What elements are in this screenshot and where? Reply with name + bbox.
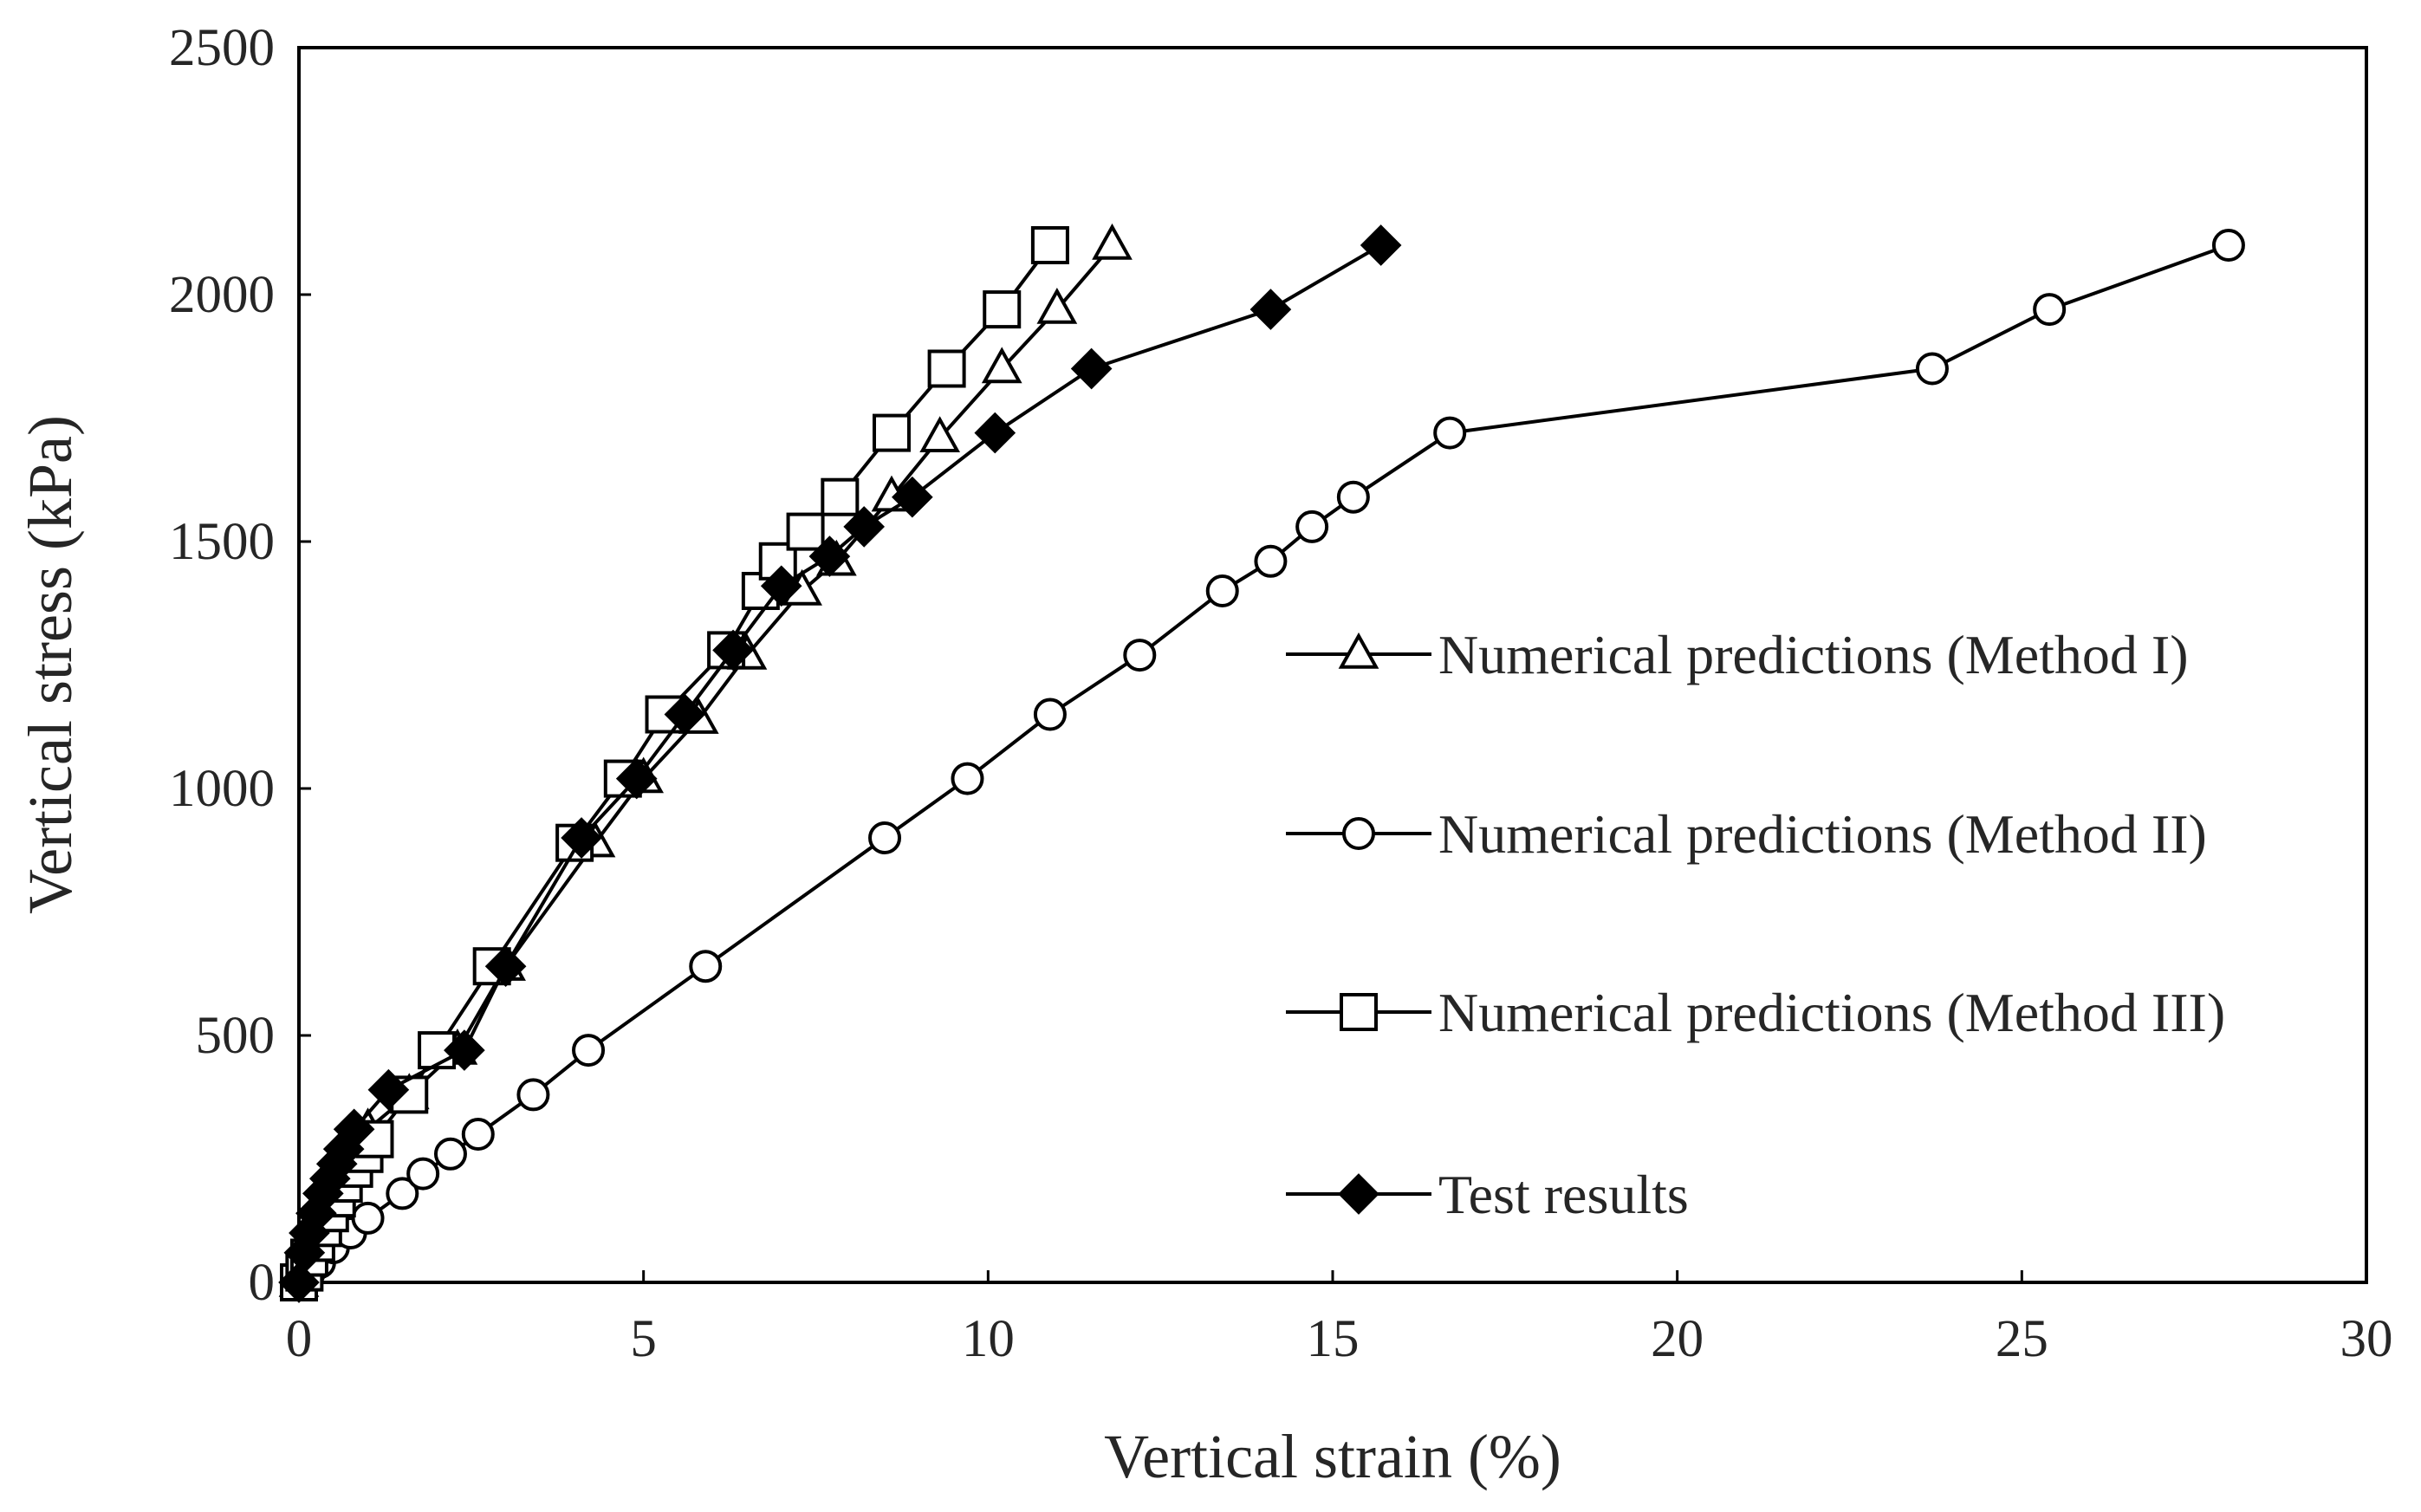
data-point [1360, 224, 1402, 266]
y-axis-ticks: 0 500 1000 1500 2000 2500 [169, 19, 311, 1312]
data-point [1070, 347, 1113, 390]
data-point [333, 1108, 375, 1151]
data-point [983, 290, 1022, 329]
series-line [297, 243, 2230, 1284]
data-point [561, 817, 602, 859]
data-point [1249, 289, 1292, 330]
data-point [872, 413, 911, 452]
data-point [919, 416, 961, 452]
data-point [808, 535, 851, 577]
series-line [297, 243, 1052, 1283]
series-3 [280, 226, 1069, 1301]
legend-marker [1342, 817, 1375, 850]
data-point [892, 476, 933, 518]
series-1 [278, 223, 1133, 1297]
y-tick-label: 500 [196, 1007, 276, 1065]
data-point [1030, 226, 1069, 264]
legend-label: Numerical predictions (Method II) [1438, 803, 2207, 865]
legend-item: Test results [1286, 1164, 1689, 1225]
data-point [516, 1078, 550, 1112]
series-line [297, 243, 1382, 1283]
data-point [444, 1029, 485, 1071]
x-tick-label: 20 [1651, 1310, 1704, 1368]
series-4 [278, 224, 1402, 1303]
x-tick-label: 15 [1307, 1310, 1360, 1368]
data-point [2211, 229, 2245, 262]
data-point [1033, 698, 1067, 731]
legend-item: Numerical predictions (Method III) [1286, 982, 2225, 1043]
data-point [1254, 544, 1288, 578]
data-point [786, 512, 825, 551]
legend-item: Numerical predictions (Method I) [1286, 624, 2189, 685]
data-point [1915, 352, 1949, 386]
y-axis-label: Vertical stress (kPa) [16, 415, 85, 914]
legend-marker [1338, 1173, 1379, 1215]
x-axis-ticks: 0 5 10 15 20 25 30 [286, 1270, 2393, 1368]
series-line [297, 243, 1114, 1283]
data-point [1433, 416, 1467, 450]
data-point [821, 477, 860, 516]
legend-marker [1340, 993, 1378, 1031]
x-tick-label: 5 [630, 1310, 657, 1368]
data-point [386, 1177, 419, 1210]
data-point [1123, 639, 1157, 672]
series-2 [282, 229, 2245, 1299]
data-point [1336, 480, 1370, 514]
data-point [1205, 574, 1239, 607]
data-point [572, 1034, 606, 1067]
legend-item: Numerical predictions (Method II) [1286, 803, 2207, 865]
data-point [2033, 293, 2067, 327]
data-point [868, 821, 902, 854]
data-point [406, 1157, 440, 1191]
data-point [433, 1137, 467, 1171]
x-tick-label: 10 [962, 1310, 1015, 1368]
data-point [1295, 509, 1329, 543]
data-point [1092, 223, 1133, 260]
x-tick-label: 0 [286, 1310, 313, 1368]
data-point [712, 629, 754, 672]
legend-label: Numerical predictions (Method III) [1438, 982, 2225, 1043]
data-point [951, 762, 984, 795]
y-tick-label: 2000 [169, 266, 275, 324]
x-tick-label: 30 [2340, 1310, 2393, 1368]
data-point [615, 757, 658, 800]
legend-label: Test results [1438, 1164, 1689, 1225]
data-point [981, 347, 1022, 384]
data-point [843, 506, 886, 548]
legend-marker [1338, 632, 1379, 669]
data-point [664, 693, 706, 736]
legend-label: Numerical predictions (Method I) [1438, 624, 2189, 685]
data-point [367, 1068, 410, 1111]
y-tick-label: 2500 [169, 19, 275, 77]
data-point [1036, 288, 1078, 324]
legend: Numerical predictions (Method I) Numerica… [1286, 624, 2225, 1225]
x-tick-label: 25 [1996, 1310, 2048, 1368]
y-tick-label: 1000 [169, 760, 275, 818]
data-point [351, 1201, 385, 1235]
y-tick-label: 1500 [169, 513, 275, 571]
x-axis-label: Vertical strain (%) [1104, 1422, 1561, 1491]
data-point [760, 565, 802, 607]
data-point [927, 349, 966, 388]
data-point [278, 1262, 320, 1303]
data-point [461, 1118, 495, 1151]
data-point [689, 950, 723, 983]
data-point [484, 945, 527, 988]
series-layer [278, 223, 2245, 1303]
y-tick-label: 0 [249, 1254, 276, 1312]
data-point [974, 412, 1016, 454]
